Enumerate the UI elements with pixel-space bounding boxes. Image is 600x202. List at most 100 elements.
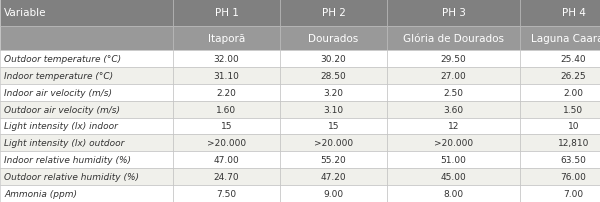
Bar bbox=[173, 185, 280, 202]
Text: 3.60: 3.60 bbox=[443, 105, 464, 114]
Text: Itaporã: Itaporã bbox=[208, 34, 245, 44]
Text: 2.00: 2.00 bbox=[563, 88, 583, 97]
Text: >20.000: >20.000 bbox=[434, 139, 473, 148]
Bar bbox=[520, 118, 600, 135]
Text: Laguna Caarapã: Laguna Caarapã bbox=[531, 34, 600, 44]
Text: 30.20: 30.20 bbox=[320, 55, 346, 64]
Bar bbox=[387, 67, 520, 84]
Bar bbox=[280, 185, 387, 202]
Bar bbox=[280, 101, 387, 118]
Bar bbox=[0, 118, 173, 135]
Text: 25.40: 25.40 bbox=[560, 55, 586, 64]
Bar bbox=[280, 51, 387, 67]
Bar bbox=[387, 0, 520, 27]
Bar bbox=[173, 152, 280, 168]
Bar bbox=[280, 118, 387, 135]
Bar bbox=[520, 67, 600, 84]
Text: Glória de Dourados: Glória de Dourados bbox=[403, 34, 504, 44]
Text: >20.000: >20.000 bbox=[314, 139, 353, 148]
Text: 28.50: 28.50 bbox=[320, 72, 346, 80]
Text: Variable: Variable bbox=[4, 8, 47, 18]
Bar bbox=[387, 118, 520, 135]
Text: 15: 15 bbox=[221, 122, 232, 131]
Bar bbox=[387, 135, 520, 152]
Bar bbox=[520, 84, 600, 101]
Text: Indoor relative humidity (%): Indoor relative humidity (%) bbox=[4, 156, 131, 164]
Bar bbox=[173, 0, 280, 27]
Text: >20.000: >20.000 bbox=[207, 139, 246, 148]
Bar bbox=[520, 0, 600, 27]
Text: 55.20: 55.20 bbox=[320, 156, 346, 164]
Text: 63.50: 63.50 bbox=[560, 156, 586, 164]
Bar bbox=[520, 27, 600, 51]
Bar bbox=[280, 84, 387, 101]
Text: 51.00: 51.00 bbox=[440, 156, 466, 164]
Text: 10: 10 bbox=[568, 122, 579, 131]
Bar bbox=[173, 168, 280, 185]
Bar bbox=[0, 185, 173, 202]
Text: Outdoor relative humidity (%): Outdoor relative humidity (%) bbox=[4, 172, 139, 181]
Bar bbox=[520, 135, 600, 152]
Text: 3.20: 3.20 bbox=[323, 88, 343, 97]
Text: 1.60: 1.60 bbox=[217, 105, 236, 114]
Text: 47.00: 47.00 bbox=[214, 156, 239, 164]
Bar bbox=[280, 67, 387, 84]
Text: 12: 12 bbox=[448, 122, 459, 131]
Text: Light intensity (lx) outdoor: Light intensity (lx) outdoor bbox=[4, 139, 124, 148]
Bar bbox=[387, 51, 520, 67]
Bar bbox=[280, 27, 387, 51]
Bar bbox=[387, 84, 520, 101]
Text: PH 4: PH 4 bbox=[562, 8, 586, 18]
Text: Indoor temperature (°C): Indoor temperature (°C) bbox=[4, 72, 113, 80]
Bar bbox=[387, 152, 520, 168]
Text: 32.00: 32.00 bbox=[214, 55, 239, 64]
Text: Indoor air velocity (m/s): Indoor air velocity (m/s) bbox=[4, 88, 112, 97]
Bar bbox=[173, 51, 280, 67]
Bar bbox=[173, 101, 280, 118]
Text: Dourados: Dourados bbox=[308, 34, 359, 44]
Text: 24.70: 24.70 bbox=[214, 172, 239, 181]
Bar bbox=[520, 152, 600, 168]
Text: Outdoor temperature (°C): Outdoor temperature (°C) bbox=[4, 55, 121, 64]
Text: 2.50: 2.50 bbox=[443, 88, 464, 97]
Bar bbox=[280, 0, 387, 27]
Text: PH 1: PH 1 bbox=[215, 8, 238, 18]
Text: 27.00: 27.00 bbox=[440, 72, 466, 80]
Bar bbox=[0, 84, 173, 101]
Text: PH 2: PH 2 bbox=[322, 8, 346, 18]
Text: 3.10: 3.10 bbox=[323, 105, 344, 114]
Bar bbox=[387, 168, 520, 185]
Text: 15: 15 bbox=[328, 122, 339, 131]
Bar bbox=[520, 51, 600, 67]
Text: 12,810: 12,810 bbox=[558, 139, 589, 148]
Text: 2.20: 2.20 bbox=[217, 88, 236, 97]
Bar bbox=[173, 135, 280, 152]
Bar bbox=[387, 185, 520, 202]
Text: 7.50: 7.50 bbox=[217, 189, 236, 198]
Bar bbox=[0, 51, 173, 67]
Bar bbox=[0, 168, 173, 185]
Bar bbox=[0, 101, 173, 118]
Text: 7.00: 7.00 bbox=[563, 189, 584, 198]
Text: Ammonia (ppm): Ammonia (ppm) bbox=[4, 189, 77, 198]
Bar bbox=[173, 67, 280, 84]
Bar bbox=[0, 67, 173, 84]
Bar bbox=[0, 135, 173, 152]
Bar bbox=[280, 168, 387, 185]
Text: 29.50: 29.50 bbox=[440, 55, 466, 64]
Bar bbox=[0, 152, 173, 168]
Text: 76.00: 76.00 bbox=[560, 172, 586, 181]
Text: 1.50: 1.50 bbox=[563, 105, 584, 114]
Text: PH 3: PH 3 bbox=[442, 8, 466, 18]
Text: Light intensity (lx) indoor: Light intensity (lx) indoor bbox=[4, 122, 118, 131]
Bar bbox=[520, 168, 600, 185]
Bar bbox=[173, 118, 280, 135]
Bar bbox=[280, 152, 387, 168]
Bar bbox=[387, 27, 520, 51]
Text: 9.00: 9.00 bbox=[323, 189, 344, 198]
Text: 31.10: 31.10 bbox=[214, 72, 239, 80]
Bar bbox=[173, 27, 280, 51]
Text: 8.00: 8.00 bbox=[443, 189, 464, 198]
Bar bbox=[387, 101, 520, 118]
Bar bbox=[0, 27, 173, 51]
